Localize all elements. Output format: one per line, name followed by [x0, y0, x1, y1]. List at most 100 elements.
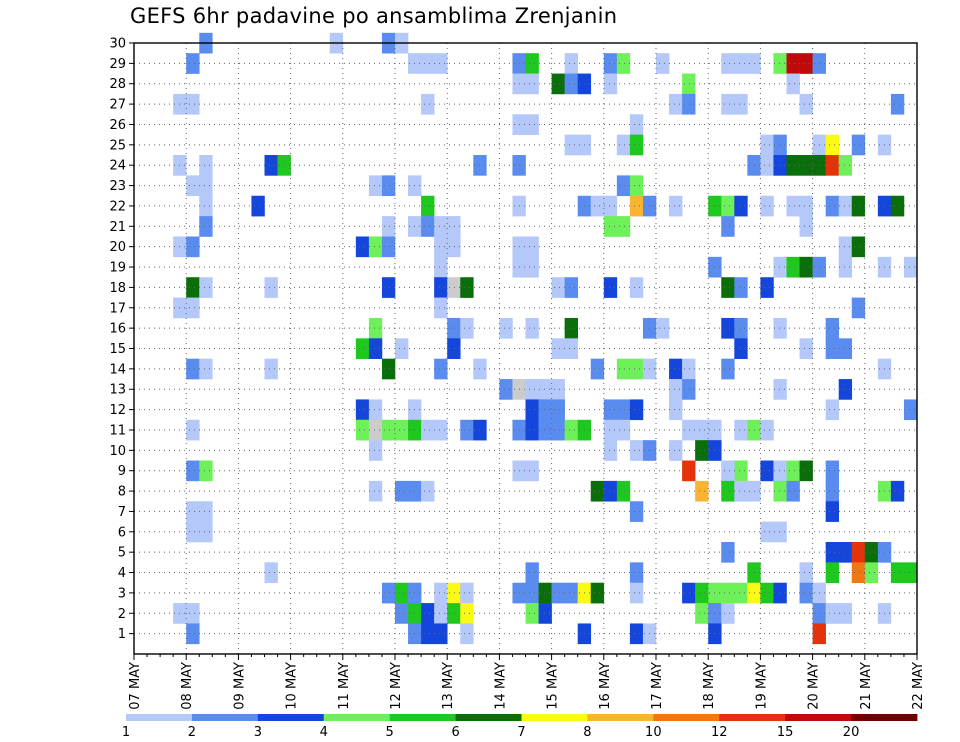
heatmap-cell — [199, 358, 213, 380]
heatmap-cell — [368, 338, 383, 359]
heatmap-cell — [799, 93, 813, 115]
heatmap-cell — [434, 53, 448, 74]
heatmap-cell — [734, 317, 748, 339]
heatmap-cell — [721, 358, 735, 380]
x-tick-label: 17 MAY — [650, 662, 665, 710]
legend-color-swatch — [257, 714, 325, 721]
heatmap-cell — [851, 562, 866, 584]
heatmap-cell — [799, 195, 813, 217]
heatmap-cell — [734, 338, 748, 359]
heatmap-cell — [590, 480, 605, 502]
heatmap-cell — [395, 338, 409, 359]
heatmap-cell — [890, 562, 905, 584]
heatmap-cell — [564, 419, 578, 441]
heatmap-cell — [721, 317, 735, 339]
color-legend: 1 2 3 4 5 6 7 8 10 12 15 20 — [122, 714, 918, 740]
heatmap-cell — [355, 399, 370, 421]
heatmap-cell — [460, 419, 474, 441]
heatmap-cell — [825, 338, 839, 359]
heatmap-cell — [551, 399, 565, 421]
heatmap-cell — [460, 623, 474, 645]
heatmap-cell — [395, 582, 409, 604]
heatmap-cell — [603, 53, 618, 74]
heatmap-cell — [551, 419, 565, 441]
heatmap-cell — [603, 480, 618, 502]
heatmap-cell — [421, 216, 435, 237]
y-tick-label: 29 — [109, 57, 126, 72]
heatmap-cell — [590, 582, 605, 604]
heatmap-cell — [825, 134, 839, 156]
heatmap-cell — [616, 53, 631, 74]
heatmap-cell — [695, 480, 709, 502]
heatmap-cell — [186, 277, 200, 298]
heatmap-cell — [499, 317, 513, 339]
x-tick-label: 18 MAY — [702, 662, 717, 710]
heatmap-cell — [773, 317, 787, 339]
heatmap-cell — [355, 236, 370, 258]
heatmap-cell — [434, 603, 448, 624]
heatmap-cell — [434, 216, 448, 237]
heatmap-cell — [421, 419, 435, 441]
legend-color-swatch — [719, 714, 786, 721]
heatmap-cell — [734, 480, 748, 502]
heatmap-cell — [629, 501, 644, 522]
heatmap-cell — [590, 358, 605, 380]
legend-label: 10 — [645, 725, 662, 740]
heatmap-cell — [682, 460, 696, 482]
heatmap-cell — [682, 73, 696, 95]
legend-color-swatch — [785, 714, 852, 721]
heatmap-cell — [734, 277, 748, 298]
heatmap-cell — [368, 419, 383, 441]
heatmap-cell — [825, 480, 839, 502]
heatmap-cell — [525, 73, 539, 95]
heatmap-cell — [199, 277, 213, 298]
legend-label: 7 — [517, 725, 525, 740]
heatmap-cell — [395, 419, 409, 441]
y-tick-label: 8 — [118, 485, 126, 500]
heatmap-cell — [629, 195, 644, 217]
heatmap-cell — [616, 419, 631, 441]
y-tick-label: 13 — [109, 383, 126, 398]
heatmap-cell — [669, 195, 683, 217]
heatmap-cell — [421, 480, 435, 502]
heatmap-cell — [525, 562, 539, 584]
x-tick-label: 12 MAY — [389, 662, 404, 710]
heatmap-cell — [616, 134, 631, 156]
heatmap-cell — [434, 582, 448, 604]
heatmap-cell — [264, 562, 278, 584]
heatmap-cell — [773, 134, 787, 156]
heatmap-cell — [434, 236, 448, 258]
heatmap-cell — [721, 460, 735, 482]
heatmap-cell — [603, 440, 618, 461]
heatmap-cell — [682, 93, 696, 115]
heatmap-cell — [264, 358, 278, 380]
y-tick-label: 30 — [109, 37, 126, 52]
heatmap-cell — [734, 93, 748, 115]
heatmap-cell — [186, 236, 200, 258]
heatmap-cell — [825, 562, 839, 584]
heatmap-cell — [199, 216, 213, 237]
heatmap-cell — [799, 155, 813, 176]
y-tick-label: 5 — [118, 546, 126, 561]
heatmap-cell — [629, 134, 644, 156]
heatmap-cell — [460, 582, 474, 604]
y-tick-label: 14 — [109, 362, 126, 377]
legend-label: 2 — [188, 725, 196, 740]
heatmap-cell — [629, 562, 644, 584]
y-tick-label: 12 — [109, 403, 126, 418]
heatmap-cell — [525, 399, 539, 421]
heatmap-cell — [721, 216, 735, 237]
heatmap-cell — [656, 53, 670, 74]
x-tick-label: 10 MAY — [285, 662, 300, 710]
heatmap-cell — [629, 440, 644, 461]
heatmap-cell — [799, 338, 813, 359]
heatmap-cell — [773, 521, 787, 543]
y-tick-label: 2 — [118, 607, 126, 622]
heatmap-cell — [186, 521, 200, 543]
heatmap-cell — [799, 256, 813, 278]
heatmap-cell — [682, 582, 696, 604]
heatmap-cell — [616, 216, 631, 237]
heatmap-cell — [773, 582, 787, 604]
heatmap-cell — [721, 195, 735, 217]
heatmap-cell — [838, 379, 853, 400]
